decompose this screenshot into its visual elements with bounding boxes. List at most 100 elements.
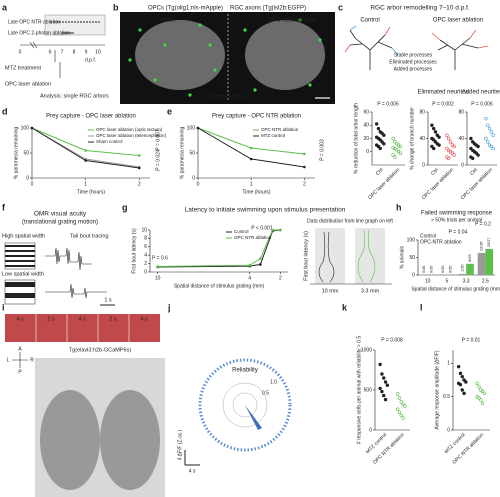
- dot: [469, 136, 473, 141]
- y-axis-label: % change of branch number: [409, 107, 415, 170]
- bar: [458, 273, 467, 275]
- dot: [487, 126, 492, 131]
- label: 9: [85, 49, 88, 55]
- y-tick-label: 0: [447, 427, 450, 433]
- label: High spatial width: [2, 233, 45, 239]
- dot: [401, 402, 405, 407]
- dot: [486, 123, 490, 127]
- y-tick-label: 100: [407, 237, 416, 243]
- label: 7: [61, 49, 64, 55]
- dot: [462, 378, 466, 382]
- dot: [398, 151, 403, 155]
- y-tick-label: 100: [21, 125, 30, 131]
- y-tick-label: 4: [144, 253, 147, 259]
- panel-label: h: [396, 202, 402, 212]
- label: Stable processes: [394, 52, 433, 58]
- dot: [448, 140, 453, 144]
- point: [137, 166, 141, 170]
- dot: [480, 389, 485, 394]
- legend-label: OPC-NTR ablation: [420, 239, 462, 245]
- violins: [310, 228, 392, 285]
- p-value: P = 0.2: [475, 221, 491, 227]
- point: [249, 157, 253, 161]
- chart-title: Added neurites: [462, 90, 500, 96]
- y-tick-label: 80: [458, 109, 464, 115]
- x-tick-label: 10: [155, 275, 161, 281]
- dot: [477, 384, 481, 389]
- panel-label: c: [338, 2, 343, 12]
- label: First bout latency (s): [303, 231, 309, 281]
- x-tick-label: 0: [31, 181, 34, 187]
- dot: [432, 126, 436, 131]
- y-tick-label: 2: [144, 261, 147, 267]
- dot: [471, 156, 475, 161]
- chart-title: Prey capture - OPC NTR ablation: [212, 114, 301, 120]
- label: Late OPC 2-photon ablation: [8, 30, 70, 36]
- y-tick-label: 0: [412, 272, 415, 278]
- dot: [447, 156, 451, 161]
- value-label: 1/35: [460, 265, 464, 272]
- dot: [382, 376, 386, 380]
- y-tick-label: 1: [447, 361, 450, 367]
- calcium-imaging: [5, 314, 165, 497]
- panel-label: l: [420, 302, 423, 312]
- p-value: P < 0.001: [251, 225, 273, 231]
- label: Tail bout tracing: [70, 233, 109, 239]
- label: 0: [19, 49, 22, 55]
- x-tick-label: 1: [250, 181, 253, 187]
- y-tick-label: 0: [144, 269, 147, 275]
- dot: [433, 130, 438, 134]
- label: 1 s: [104, 297, 112, 303]
- dot: [383, 397, 388, 402]
- dot: [378, 386, 382, 391]
- label: Data distribution from line graph on lef…: [307, 218, 393, 224]
- y-tick-label: 40: [458, 136, 464, 142]
- dot: [432, 146, 436, 151]
- dot: [464, 380, 468, 384]
- y-axis-label: % paramecia remaining: [179, 127, 185, 180]
- x-tick-label: 2: [303, 181, 306, 187]
- x-tick-label: 2: [279, 275, 282, 281]
- dot: [482, 391, 487, 396]
- label: Low spatial width: [2, 271, 44, 277]
- x-tick-label: 0: [197, 181, 200, 187]
- timeline: [20, 14, 106, 78]
- label: OPC laser ablated: [267, 18, 316, 24]
- dot: [391, 153, 395, 157]
- panel-label: e: [167, 106, 172, 116]
- label: OPC laser ablation: [433, 18, 483, 24]
- point: [303, 152, 306, 156]
- dot: [374, 122, 379, 126]
- y-tick-label: 500: [364, 387, 373, 393]
- x-axis-label: Spatial distance of stimulus grating (mm…: [411, 286, 500, 292]
- dot: [491, 133, 495, 137]
- p-value: P = 0.01: [462, 337, 481, 343]
- point: [259, 257, 262, 260]
- label: 4 s: [140, 316, 148, 322]
- dot: [393, 155, 397, 159]
- dot: [382, 133, 386, 137]
- point: [249, 146, 253, 150]
- panel-label: a: [2, 2, 8, 12]
- point: [303, 165, 306, 169]
- y-tick-label: 80: [419, 109, 425, 115]
- dot: [395, 407, 400, 411]
- label: L: [7, 357, 10, 363]
- label: 3.3 mm: [361, 288, 380, 294]
- panel-label: i: [2, 302, 5, 312]
- dot: [489, 144, 493, 149]
- label: RGC arbor remodelling 7–10 d.p.f.: [370, 5, 470, 12]
- dot: [452, 144, 456, 149]
- x-tick-label: 4: [248, 275, 251, 281]
- dot: [397, 410, 402, 415]
- dot: [391, 136, 395, 141]
- label: 1.0: [270, 379, 277, 385]
- point: [30, 126, 34, 130]
- label: (translational grating motion): [22, 220, 98, 226]
- dot: [456, 364, 461, 369]
- label: Analysis: single RGC arbors: [40, 93, 109, 99]
- legend-label: OPC laser ablation (optic tectum): [96, 127, 163, 132]
- dot: [395, 148, 399, 152]
- label: Control: [360, 18, 379, 24]
- dot: [385, 383, 390, 387]
